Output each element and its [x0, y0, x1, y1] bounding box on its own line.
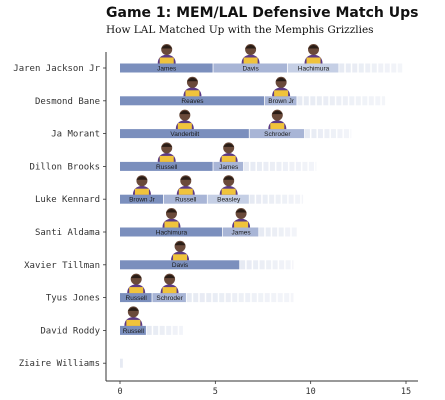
y-tick-label: Santi Aldama [35, 228, 100, 238]
bar-remainder [297, 96, 386, 106]
y-tick-label: Jaren Jackson Jr [13, 64, 100, 74]
bar-segment [213, 63, 287, 73]
bar-remainder [240, 260, 294, 270]
segment-label: Reaves [181, 98, 204, 105]
segment-label: Russell [126, 295, 148, 302]
player-headshot-icon [157, 44, 176, 64]
bar-remainder [146, 325, 183, 335]
player-headshot-icon [171, 240, 190, 261]
player-headshot-icon [219, 175, 238, 195]
row-ja-morant: Ja Morant Vanderbilt Schroder [51, 109, 352, 140]
player-headshot-icon [160, 273, 179, 294]
bar-segment [120, 260, 240, 270]
y-tick-label: Xavier Tillman [24, 261, 100, 271]
bar-segment [120, 63, 213, 73]
player-headshot-icon [127, 273, 146, 294]
player-headshot-icon [232, 208, 251, 228]
player-headshot-icon [272, 76, 291, 97]
bar-segment [120, 293, 152, 303]
segment-label: Davis [242, 65, 259, 72]
y-tick-label: Dillon Brooks [30, 162, 100, 172]
segment-label: Hachimura [298, 65, 330, 72]
bar-segment [207, 194, 249, 204]
segment-label: Brown Jr [268, 98, 294, 105]
segment-label: Davis [172, 262, 189, 269]
segment-label: James [157, 65, 177, 72]
segment-label: Vanderbilt [170, 131, 199, 138]
segment-label: Brown Jr [129, 197, 155, 204]
bar-segment [287, 63, 339, 73]
bar-remainder [249, 194, 304, 204]
x-tick-label: 0 [117, 387, 122, 397]
player-headshot-icon [157, 142, 176, 162]
bar-segment [120, 129, 249, 139]
player-headshot-icon [124, 306, 143, 326]
bar-segment [222, 227, 259, 237]
player-headshot-icon [175, 109, 194, 130]
row-santi-aldama: Santi Aldama Hachimura James [35, 208, 297, 238]
chart-title: Game 1: MEM/LAL Defensive Match Ups [106, 5, 418, 21]
row-tyus-jones: Tyus Jones Russell Schroder [46, 273, 294, 304]
segment-label: Russell [175, 197, 197, 204]
segment-label: Russell [156, 164, 178, 171]
row-david-roddy: David Roddy Russell [40, 306, 183, 336]
bar-segment [120, 194, 164, 204]
bar-remainder [243, 161, 317, 171]
row-xavier-tillman: Xavier Tillman Davis [24, 240, 294, 271]
segment-label: Beasley [217, 197, 241, 204]
segment-label: Schroder [264, 131, 291, 138]
x-tick-label: 15 [401, 387, 411, 397]
segment-label: James [219, 164, 239, 171]
player-headshot-icon [304, 44, 323, 64]
y-tick-label: Ziaire Williams [19, 359, 100, 369]
player-headshot-icon [219, 142, 238, 162]
player-headshot-icon [176, 175, 195, 195]
bar-segment [120, 325, 146, 335]
bar-segment [213, 161, 244, 171]
bar-segment [264, 96, 297, 106]
bar-segment [249, 129, 305, 139]
bar-segment [120, 161, 213, 171]
row-ziaire-williams: Ziaire Williams [19, 358, 123, 369]
bar-remainder [120, 358, 123, 368]
player-headshot-icon [162, 208, 181, 228]
bar-segment [152, 293, 186, 303]
segment-label: Hachimura [156, 229, 188, 236]
bar-remainder [304, 129, 352, 139]
y-tick-label: Tyus Jones [46, 294, 100, 304]
bar-remainder [186, 293, 294, 303]
bar-segment [163, 194, 207, 204]
x-tick-label: 10 [306, 387, 316, 397]
x-tick-label: 5 [213, 387, 218, 397]
rows-layer: Jaren Jackson Jr James Davis Hachimura Desmo… [13, 44, 403, 369]
player-headshot-icon [241, 44, 260, 64]
segment-label: Russell [123, 328, 145, 335]
y-tick-label: David Roddy [40, 326, 100, 336]
player-headshot-icon [183, 76, 202, 97]
bar-remainder [339, 63, 403, 73]
x-axis: 0 5 10 15 [105, 52, 418, 397]
chart-subtitle: How LAL Matched Up with the Memphis Griz… [106, 24, 374, 36]
y-tick-label: Desmond Bane [35, 97, 100, 107]
player-headshot-icon [268, 109, 287, 130]
segment-label: Schroder [156, 295, 183, 302]
segment-label: James [231, 229, 251, 236]
y-tick-label: Luke Kennard [35, 195, 100, 205]
row-jaren-jackson-jr: Jaren Jackson Jr James Davis Hachimura [13, 44, 403, 74]
player-headshot-icon [132, 175, 151, 195]
y-tick-label: Ja Morant [51, 130, 100, 140]
row-dillon-brooks: Dillon Brooks Russell James [30, 142, 317, 172]
row-desmond-bane: Desmond Bane Reaves Brown Jr [35, 76, 386, 107]
bar-remainder [259, 227, 297, 237]
bar-segment [120, 96, 265, 106]
bar-segment [120, 227, 223, 237]
row-luke-kennard: Luke Kennard Brown Jr Russell Beasley [35, 175, 304, 205]
